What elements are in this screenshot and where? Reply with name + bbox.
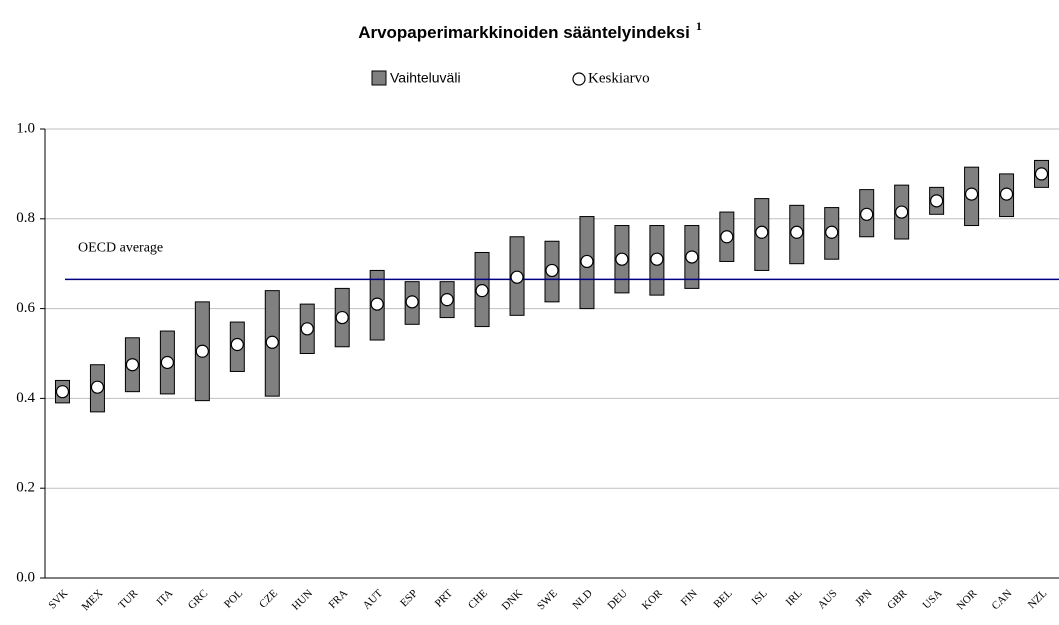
mean-marker — [195, 344, 209, 358]
reference-label: OECD average — [78, 241, 163, 256]
mean-marker — [405, 295, 419, 309]
y-tick-label: 0.4 — [16, 390, 35, 406]
x-tick-label: CAN — [990, 587, 1015, 612]
x-tick-label: FRA — [326, 587, 350, 611]
x-tick-label: SWE — [535, 587, 560, 612]
mean-marker — [510, 270, 524, 284]
legend-swatch-mean — [572, 72, 586, 86]
mean-marker — [999, 187, 1014, 201]
x-tick-label: NZL — [1026, 587, 1050, 611]
mean-marker — [580, 254, 594, 269]
mean-marker — [825, 225, 839, 239]
title-text: Arvopaperimarkkinoiden sääntelyindeksi — [358, 23, 690, 42]
y-tick-label: 1.0 — [16, 120, 35, 136]
mean-marker — [335, 310, 349, 325]
mean-marker — [90, 380, 105, 394]
mean-marker — [545, 263, 559, 278]
mean-marker — [300, 322, 314, 336]
mean-marker — [615, 252, 629, 266]
x-tick-label: POL — [222, 587, 245, 610]
mean-marker — [685, 250, 699, 264]
mean-marker — [440, 293, 454, 307]
y-tick-label: 0.8 — [16, 210, 35, 226]
mean-marker — [860, 207, 874, 221]
legend-label: Vaihteluväli — [390, 70, 461, 86]
x-tick-label: AUS — [816, 587, 840, 611]
x-tick-label: ISL — [750, 587, 770, 607]
legend-swatch-range — [371, 70, 387, 86]
x-tick-label: HUN — [290, 587, 315, 612]
chart-title: Arvopaperimarkkinoiden sääntelyindeksi 1 — [358, 19, 702, 43]
y-tick-label: 0.2 — [16, 480, 35, 496]
y-tick-label: 0.0 — [16, 569, 35, 585]
x-tick-label: USA — [920, 587, 944, 611]
mean-marker — [964, 187, 979, 201]
x-tick-label: CHE — [466, 587, 490, 611]
x-tick-label: DNK — [500, 587, 525, 612]
x-tick-label: NLD — [570, 587, 595, 612]
mean-marker — [720, 230, 734, 244]
mean-marker — [930, 194, 944, 208]
x-tick-label: SVK — [46, 587, 70, 611]
x-tick-label: MEX — [80, 587, 106, 613]
x-tick-label: KOR — [640, 587, 665, 612]
y-tick-label: 0.6 — [16, 300, 35, 316]
mean-marker — [755, 225, 769, 239]
x-tick-label: ITA — [154, 587, 175, 608]
x-tick-label: AUT — [361, 587, 386, 612]
mean-marker — [475, 284, 489, 298]
legend-label: Keskiarvo — [588, 70, 650, 86]
x-tick-label: GRC — [186, 587, 210, 611]
mean-marker — [790, 225, 804, 239]
x-tick-label: FIN — [679, 587, 700, 608]
mean-marker — [265, 335, 279, 349]
mean-marker — [230, 337, 244, 352]
mean-marker — [1034, 167, 1049, 181]
title-superscript: 1 — [696, 19, 702, 33]
x-tick-label: DEU — [605, 587, 630, 612]
x-tick-label: ESP — [398, 587, 420, 609]
x-tick-label: PRT — [433, 587, 455, 609]
x-tick-label: GBR — [885, 587, 910, 612]
mean-marker — [160, 355, 174, 370]
x-tick-label: IRL — [784, 587, 805, 608]
mean-marker — [370, 297, 384, 311]
x-tick-label: BEL — [712, 587, 735, 610]
x-tick-label: JPN — [853, 587, 874, 608]
mean-marker — [125, 358, 140, 372]
mean-marker — [895, 205, 909, 219]
x-tick-label: CZE — [257, 587, 280, 610]
mean-marker — [650, 252, 664, 266]
mean-marker — [55, 385, 70, 399]
x-tick-label: TUR — [116, 587, 141, 612]
x-tick-label: NOR — [955, 587, 980, 612]
